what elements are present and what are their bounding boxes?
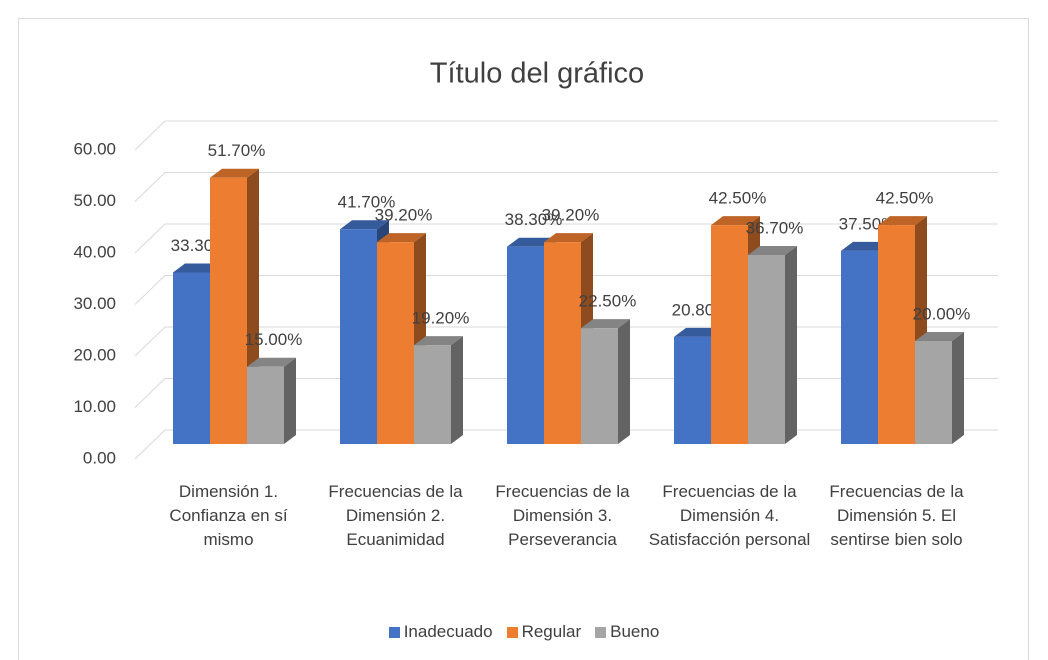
data-label: 20.00% <box>913 304 971 323</box>
grid-line <box>134 120 998 151</box>
data-label: 19.20% <box>412 309 470 328</box>
bar-face <box>247 366 284 444</box>
bar <box>915 332 964 444</box>
bar-face <box>210 168 259 178</box>
bar <box>748 245 797 444</box>
data-label: 22.50% <box>579 292 637 311</box>
bar-face <box>674 336 711 444</box>
legend-label: Bueno <box>610 622 660 641</box>
bar-face <box>414 345 451 444</box>
bar-face <box>748 254 785 444</box>
bar-face <box>581 328 618 444</box>
y-tick-label: 40.00 <box>73 242 116 261</box>
x-tick-label: Frecuencias de la Dimensión 2. Ecuanimid… <box>328 482 463 549</box>
bar-face <box>284 357 296 444</box>
data-label: 51.70% <box>208 141 266 160</box>
legend-item: Bueno <box>595 622 659 642</box>
chart-title: Título del gráfico <box>430 58 644 90</box>
legend-item: Regular <box>506 622 582 642</box>
bar-face <box>841 250 878 444</box>
y-tick-label: 60.00 <box>73 139 116 158</box>
data-label: 39.20% <box>375 206 433 225</box>
data-label: 39.20% <box>542 206 600 225</box>
bar-face <box>711 225 748 444</box>
bar-face <box>247 357 296 367</box>
x-tick-label: Frecuencias de la Dimensión 5. El sentir… <box>829 482 964 549</box>
bar <box>247 357 296 444</box>
bar-face <box>618 319 630 444</box>
y-tick-label: 20.00 <box>73 345 116 364</box>
data-label: 41.70% <box>338 193 396 212</box>
bar-face <box>581 319 630 329</box>
bar-face <box>173 272 210 444</box>
chart-frame <box>18 18 1029 660</box>
bar-face <box>711 216 760 226</box>
bar-face <box>210 177 247 444</box>
y-tick-label: 50.00 <box>73 191 116 210</box>
x-tick-label: Frecuencias de la Dimensión 3. Persevera… <box>495 482 630 549</box>
legend-swatch <box>506 626 518 638</box>
data-label: 15.00% <box>245 330 303 349</box>
y-tick-label: 10.00 <box>73 397 116 416</box>
bar-face <box>377 233 426 243</box>
bar <box>581 319 630 444</box>
bar-face <box>340 220 389 230</box>
bar-face <box>915 332 964 341</box>
legend-swatch <box>595 626 607 638</box>
data-label: 42.50% <box>709 189 767 208</box>
data-label: 38.30% <box>505 210 563 229</box>
bar-face <box>785 245 797 444</box>
y-tick-label: 30.00 <box>73 294 116 313</box>
legend-label: Regular <box>521 622 582 641</box>
bar-face <box>377 242 414 444</box>
bar-face <box>173 263 222 273</box>
x-tick-label: Frecuencias de la Dimensión 4. Satisfacc… <box>648 482 811 549</box>
bar <box>414 336 463 444</box>
legend-swatch <box>388 626 400 638</box>
grid-line <box>134 172 998 202</box>
y-tick-label: 0.00 <box>83 448 116 467</box>
bar-face <box>878 225 915 444</box>
bar-face <box>544 242 581 444</box>
bar-face <box>674 327 723 337</box>
bar-face <box>748 245 797 255</box>
data-label: 36.70% <box>746 218 804 237</box>
bar-face <box>340 229 377 444</box>
bar-face <box>915 341 952 444</box>
bar-face <box>841 241 890 251</box>
x-tick-label: Dimensión 1. Confianza en sí mismo <box>169 482 288 549</box>
bar-face <box>507 246 544 444</box>
bar-face <box>952 332 964 444</box>
bar-face <box>544 233 593 243</box>
bar-face <box>414 336 463 346</box>
legend: Inadecuado Regular Bueno <box>0 622 1048 642</box>
bar-face <box>878 216 927 226</box>
legend-label: Inadecuado <box>403 622 493 641</box>
data-label: 42.50% <box>876 189 934 208</box>
bar-face <box>507 237 556 247</box>
bar-face <box>451 336 463 444</box>
legend-item: Inadecuado <box>388 622 493 642</box>
